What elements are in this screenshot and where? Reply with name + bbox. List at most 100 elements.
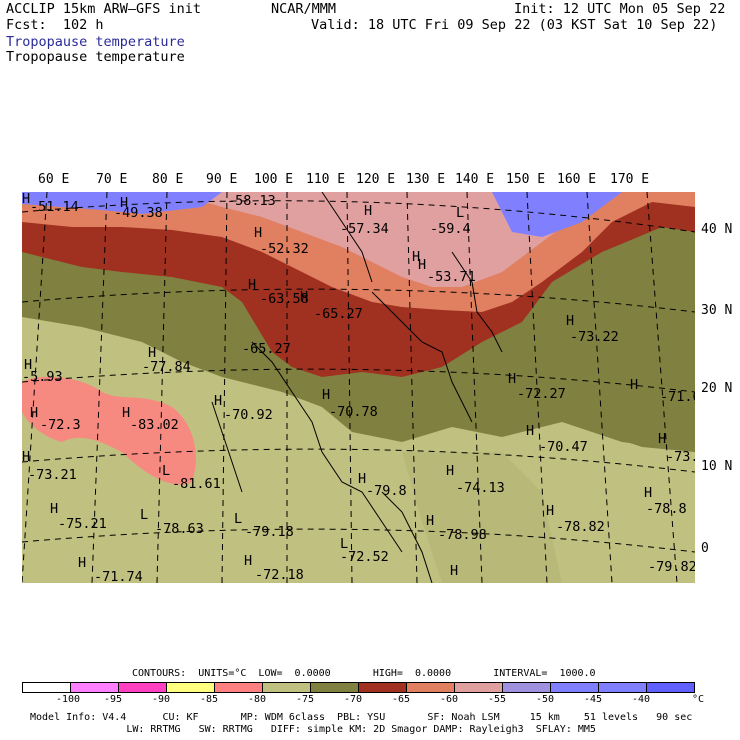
extremum-value-label: -49.38	[114, 205, 163, 221]
extremum-value-label: -78.63	[155, 521, 204, 537]
extremum-value-label: -57.34	[340, 221, 389, 237]
colorbar-swatch	[166, 682, 215, 693]
high-marker: H	[148, 345, 157, 361]
contours-info: CONTOURS: UNITS=°C LOW= 0.0000 HIGH= 0.0…	[132, 668, 596, 679]
high-marker: H	[50, 501, 59, 517]
extremum-value-label: -73.9	[666, 449, 695, 465]
high-marker: H	[30, 405, 39, 421]
extremum-value-label: -81.61	[172, 476, 221, 492]
extremum-value-label: -78.8	[646, 501, 687, 517]
colorbar-label: -80	[248, 694, 267, 705]
fill-minus70-east	[562, 352, 695, 452]
colorbar-label: -65	[392, 694, 411, 705]
latitude-label: 0	[701, 541, 709, 556]
extremum-value-label: -72.18	[255, 567, 304, 583]
high-marker: H	[364, 203, 373, 219]
latitude-label: 40 N	[701, 222, 733, 237]
low-marker: L	[162, 463, 171, 479]
extremum-value-label: -72.27	[517, 386, 566, 402]
extremum-value-label: -75.21	[58, 516, 107, 532]
high-marker: H	[644, 485, 653, 501]
extremum-value-label: -77.84	[142, 359, 191, 375]
high-marker: H	[658, 431, 667, 447]
extremum-value-label: -74.13	[456, 480, 505, 496]
low-marker: L	[340, 536, 349, 552]
extremum-value-label: -70.78	[329, 404, 378, 420]
fill-minus75-central	[402, 452, 562, 583]
field-title-2: Tropopause temperature	[6, 49, 185, 65]
latitude-label: 10 N	[701, 459, 733, 474]
longitude-label: 80 E	[152, 172, 184, 187]
high-marker: H	[120, 195, 129, 211]
fill-minus80	[22, 376, 196, 485]
colorbar-swatch	[406, 682, 455, 693]
colorbar-swatch	[358, 682, 407, 693]
fill-minus45-west	[22, 192, 222, 214]
high-marker: H	[24, 357, 33, 373]
high-marker: H	[526, 423, 535, 439]
coastlines	[211, 192, 503, 583]
extremum-value-label: -73.21	[28, 467, 77, 483]
model-info-2: LW: RRTMG SW: RRTMG DIFF: simple KM: 2D …	[30, 724, 596, 735]
extremum-value-label: -78.98	[438, 527, 487, 543]
model-title: ACCLIP 15km ARW–GFS init	[6, 1, 202, 17]
field-title-1: Tropopause temperature	[6, 34, 185, 50]
colorbar-label: -100	[56, 694, 81, 705]
extremum-value-label: -79.18	[245, 524, 294, 540]
high-marker: H	[300, 289, 309, 305]
extremum-value-label: -73.22	[570, 329, 619, 345]
colorbar-swatch	[598, 682, 647, 693]
longitude-label: 60 E	[38, 172, 70, 187]
low-marker: L	[234, 511, 243, 527]
map-canvas	[22, 192, 695, 583]
forecast-hour: Fcst: 102 h	[6, 17, 104, 33]
colorbar-swatch	[646, 682, 695, 693]
colorbar-swatch	[22, 682, 71, 693]
high-marker: H	[412, 249, 421, 265]
colorbar-label: -50	[536, 694, 555, 705]
colorbar-label: °C	[692, 694, 705, 705]
high-marker: H	[244, 553, 253, 569]
high-marker: H	[322, 387, 331, 403]
fill-minus55	[172, 192, 582, 287]
extremum-value-label: -65.27	[242, 341, 291, 357]
extremum-value-label: -59.4	[430, 221, 471, 237]
latitude-label: 30 N	[701, 303, 733, 318]
tropopause-temperature-map: -51.14 -49.38 -58.13 -52.32 -57.34 -59.4 -63.5…	[22, 192, 695, 583]
high-marker: H	[446, 463, 455, 479]
high-marker: H	[122, 405, 131, 421]
colorbar-label: -70	[344, 694, 363, 705]
high-marker: H	[426, 513, 435, 529]
high-marker: H	[358, 471, 367, 487]
high-marker: H	[214, 393, 223, 409]
colorbar-label: -45	[584, 694, 603, 705]
extremum-value-label: -72.3	[40, 417, 81, 433]
colorbar-swatch	[502, 682, 551, 693]
longitude-label: 90 E	[206, 172, 238, 187]
high-marker: H	[450, 563, 459, 579]
extremum-value-label: -70.47	[539, 439, 588, 455]
colorbar-swatch	[70, 682, 119, 693]
high-marker: H	[418, 257, 427, 273]
longitude-label: 140 E	[455, 172, 495, 187]
colorbar-label: -95	[104, 694, 123, 705]
extremum-value-label: -5.93	[22, 369, 63, 385]
valid-time: Valid: 18 UTC Fri 09 Sep 22 (03 KST Sat …	[311, 17, 718, 33]
extremum-value-label: -65.27	[314, 306, 363, 322]
longitude-label: 100 E	[254, 172, 294, 187]
high-marker: H	[566, 313, 575, 329]
extremum-value-label: -79.8	[366, 483, 407, 499]
longitude-label: 170 E	[610, 172, 650, 187]
colorbar-label: -85	[200, 694, 219, 705]
colorbar-swatch	[118, 682, 167, 693]
colorbar-swatch	[214, 682, 263, 693]
colorbar-label: -55	[488, 694, 507, 705]
extremum-value-label: -63.58	[260, 291, 309, 307]
model-info: Model Info: V4.4 CU: KF MP: WDM 6class P…	[30, 712, 693, 723]
longitude-label: 130 E	[406, 172, 446, 187]
colorbar-label: -75	[296, 694, 315, 705]
latitude-label: 20 N	[701, 381, 733, 396]
colorbar-swatch	[454, 682, 503, 693]
extremum-value-label: -71.74	[94, 569, 143, 583]
colorbar-label: -60	[440, 694, 459, 705]
